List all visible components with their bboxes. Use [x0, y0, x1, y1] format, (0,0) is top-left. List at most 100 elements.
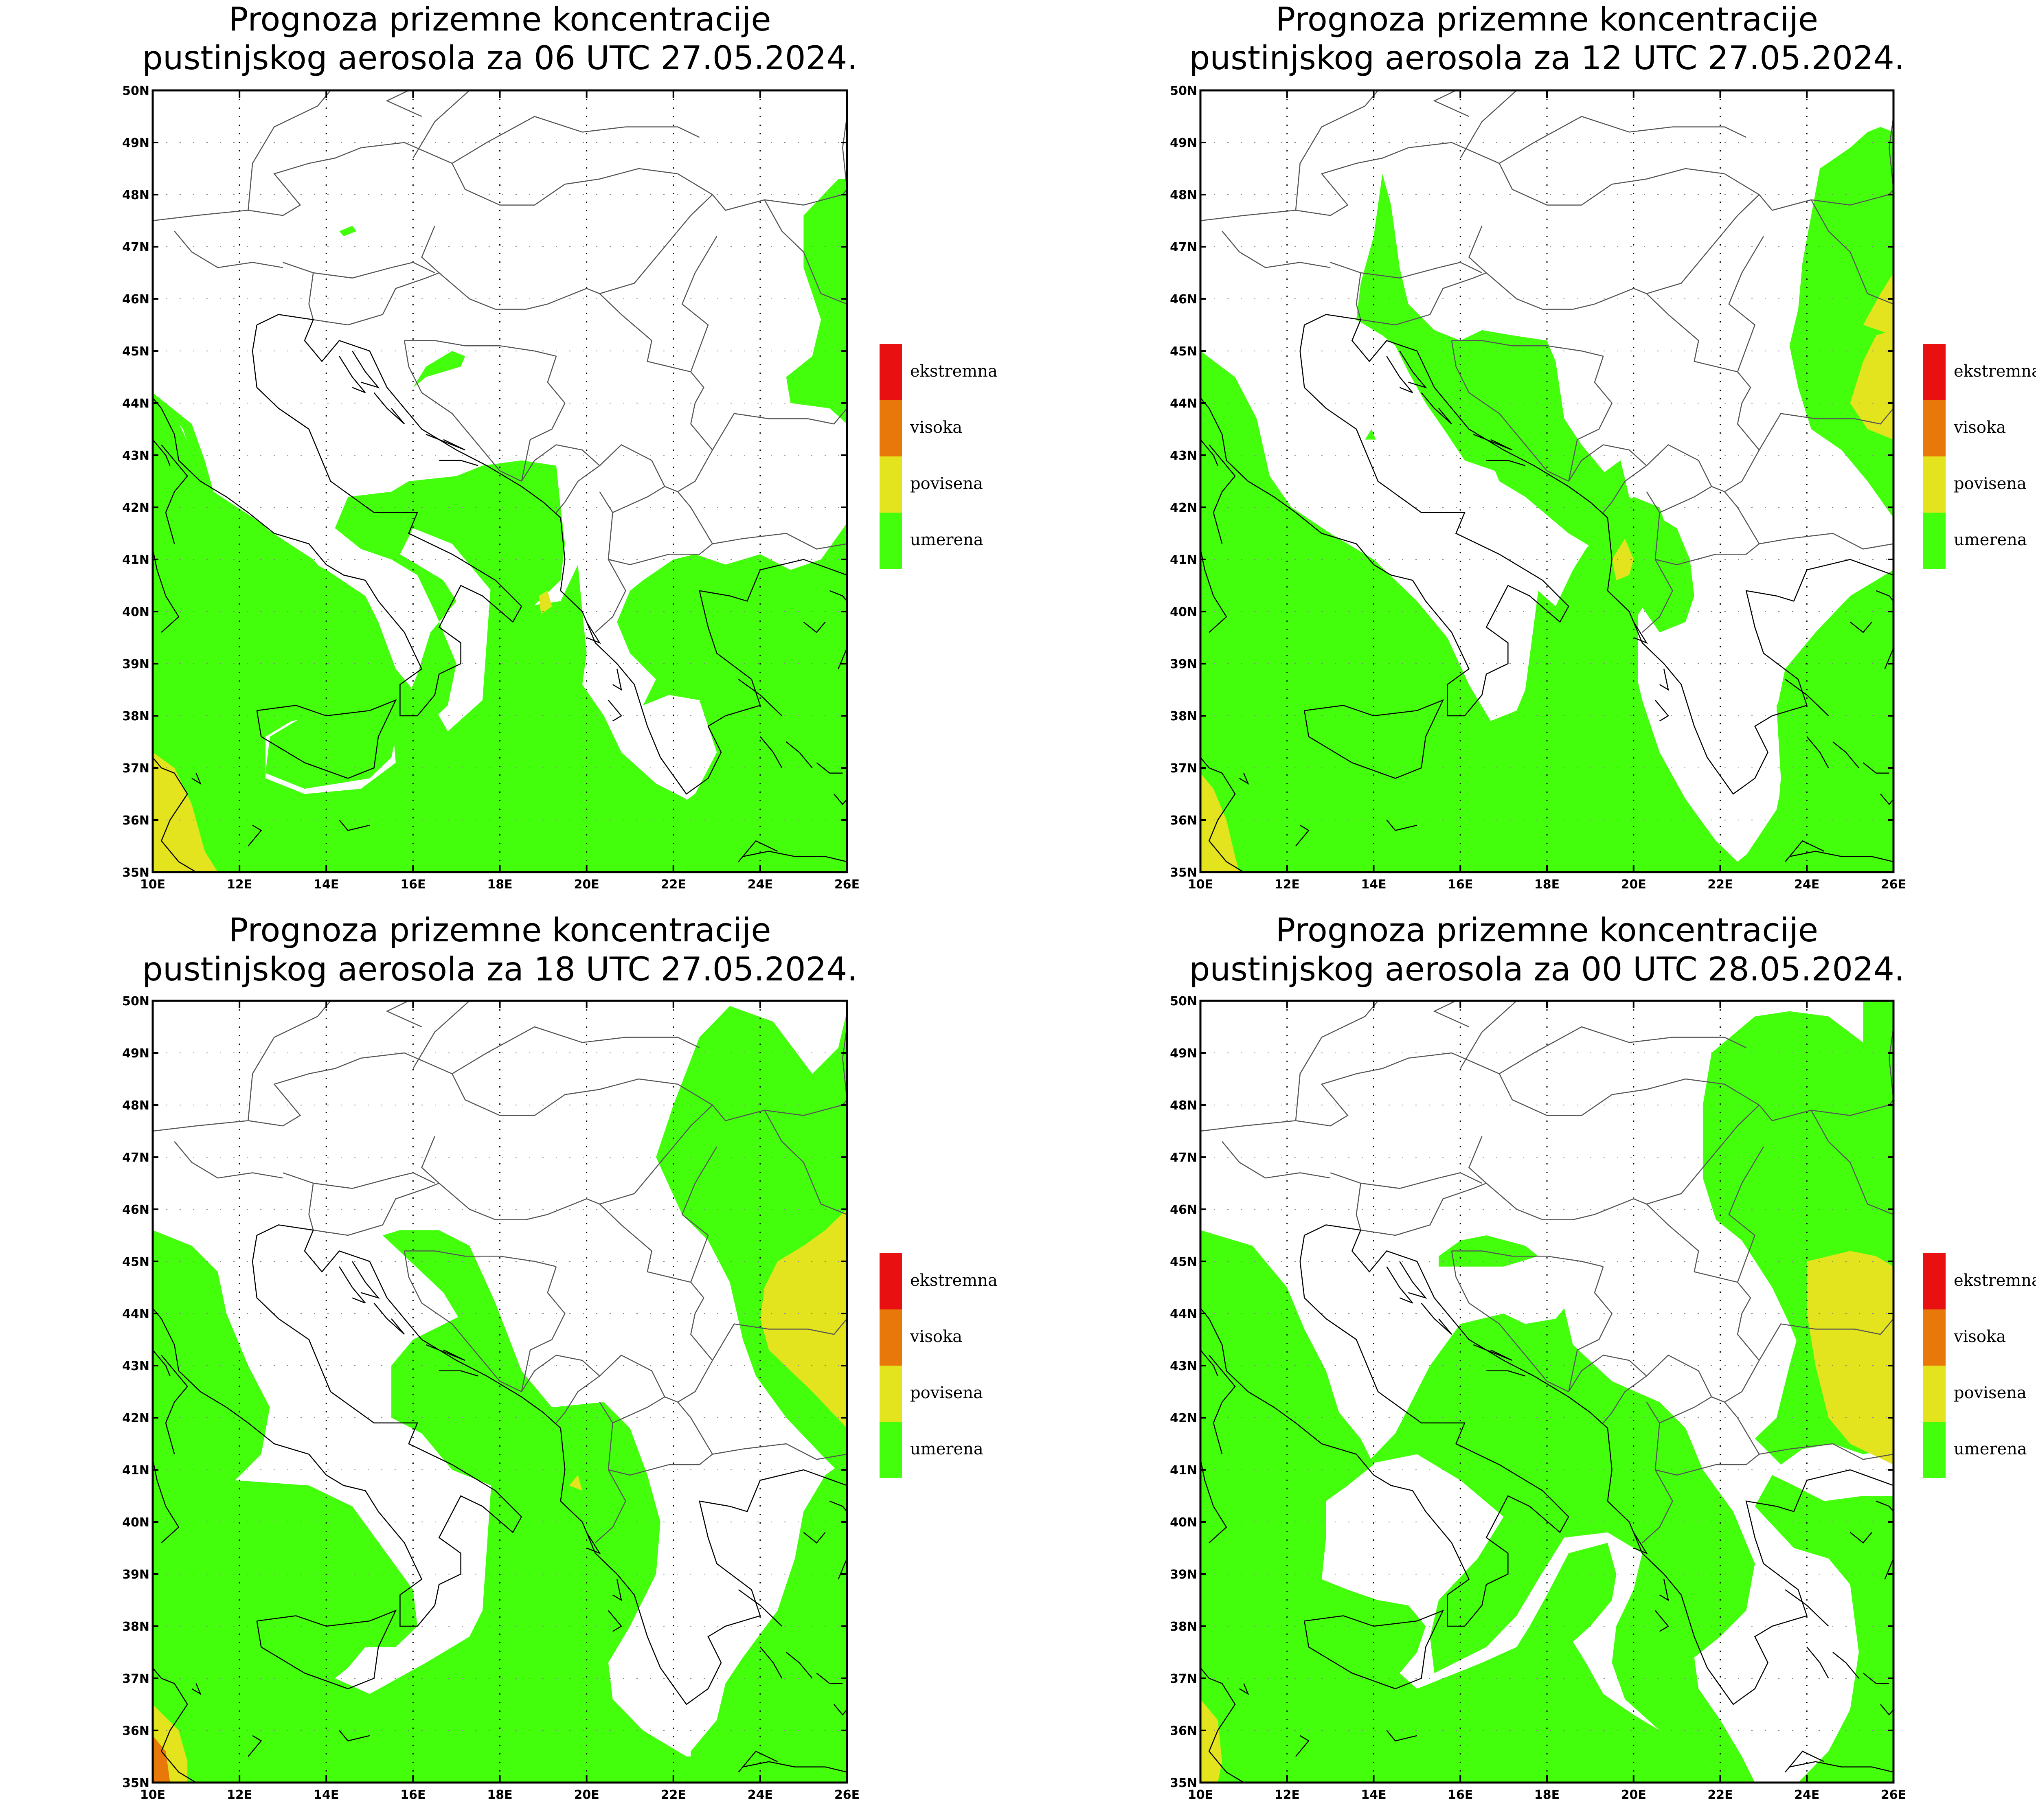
lat-tick-label: 40N: [122, 1515, 149, 1530]
map-title-line2: pustinjskog aerosola za 18 UTC 27.05.202…: [142, 950, 858, 988]
country-border: [452, 116, 700, 164]
legend-swatch-visoka: [1923, 1309, 1946, 1366]
concentration-region-umerena: [617, 523, 847, 872]
island-outline: [1421, 392, 1452, 425]
island-outline: [1386, 1266, 1413, 1304]
lat-tick-label: 45N: [1170, 344, 1197, 359]
lat-tick-label: 39N: [122, 1568, 149, 1582]
coastline: [1304, 1224, 1893, 1705]
country-border: [1460, 1001, 1517, 1069]
island-outline: [1785, 1589, 1829, 1627]
country-border: [1646, 194, 1760, 294]
concentration-region-povisena: [1200, 773, 1240, 872]
legend-swatch-umerena: [1923, 513, 1946, 569]
country-border: [1568, 1266, 1613, 1392]
concentration-region-povisena: [539, 590, 552, 614]
lat-tick-label: 44N: [122, 397, 149, 411]
country-border: [1222, 1141, 1331, 1179]
lat-tick-label: 43N: [122, 1359, 149, 1373]
country-border: [1568, 356, 1613, 482]
country-border: [248, 1001, 331, 1121]
lat-tick-label: 42N: [122, 1411, 149, 1425]
island-outline: [1295, 1735, 1310, 1757]
island-outline: [786, 741, 813, 768]
island-outline: [1239, 1683, 1249, 1695]
island-outline: [339, 356, 366, 393]
lat-tick-label: 43N: [122, 449, 149, 463]
island-outline: [1386, 820, 1417, 831]
coastline: [1785, 840, 1825, 862]
country-border: [1646, 293, 1760, 492]
lon-tick-label: 12E: [227, 1788, 252, 1802]
lat-tick-label: 46N: [122, 292, 149, 307]
island-outline: [803, 1532, 826, 1544]
country-border: [1646, 1204, 1760, 1403]
legend-label-umerena: umerena: [910, 1440, 983, 1458]
country-border: [1499, 116, 1746, 164]
island-outline: [1473, 434, 1513, 451]
island-outline: [829, 590, 847, 602]
country-border: [599, 293, 713, 492]
island-outline: [1880, 1704, 1893, 1716]
concentration-region-umerena: [339, 226, 357, 237]
map-area: [1200, 1001, 1893, 1783]
legend-label-povisena: povisena: [910, 474, 983, 493]
country-border: [1889, 1026, 1893, 1100]
coastline: [738, 1750, 778, 1773]
country-border: [404, 340, 522, 482]
map-legend: ekstremna visoka povisena umerena: [1923, 344, 2036, 569]
lat-tick-label: 40N: [122, 605, 149, 619]
coastline: [153, 325, 522, 717]
legend-swatch-ekstremna: [880, 1253, 902, 1309]
coastline: [1200, 1459, 1227, 1544]
island-outline: [816, 1673, 843, 1684]
country-border: [681, 1146, 717, 1283]
lat-tick-label: 45N: [1170, 1255, 1197, 1269]
country-border: [712, 533, 847, 550]
country-border: [1360, 272, 1487, 326]
country-border: [599, 1105, 713, 1205]
country-border: [521, 1266, 566, 1392]
island-outline: [834, 1704, 847, 1716]
lat-tick-label: 36N: [122, 1724, 149, 1738]
lat-tick-label: 46N: [122, 1203, 149, 1217]
country-border: [386, 90, 422, 117]
country-border: [521, 1355, 601, 1423]
forecast-map-panel: Prognoza prizemne koncentracijepustinjsk…: [1170, 911, 2036, 1802]
legend-label-visoka: visoka: [1953, 1327, 2006, 1346]
island-outline: [1884, 1558, 1893, 1580]
lon-tick-label: 18E: [487, 1788, 512, 1802]
lon-tick-label: 14E: [314, 1788, 339, 1802]
country-border: [1360, 262, 1482, 279]
lat-tick-label: 47N: [1170, 1151, 1197, 1165]
country-border: [283, 262, 314, 320]
island-outline: [1421, 1303, 1452, 1335]
lat-tick-label: 43N: [1170, 449, 1197, 463]
lat-tick-label: 45N: [122, 344, 149, 359]
lat-tick-label: 42N: [1170, 1411, 1197, 1425]
lon-tick-label: 20E: [1621, 877, 1646, 892]
legend-label-ekstremna: ekstremna: [1954, 362, 2036, 381]
concentration-region-povisena: [1612, 538, 1634, 581]
island-outline: [1295, 824, 1310, 846]
country-border: [1451, 340, 1569, 482]
lat-tick-label: 36N: [1170, 814, 1197, 828]
coastline: [153, 1349, 171, 1377]
country-border: [712, 1443, 847, 1460]
coastline: [743, 1761, 847, 1773]
lat-tick-label: 35N: [122, 1776, 149, 1790]
lat-tick-label: 50N: [122, 84, 149, 98]
island-outline: [191, 1683, 202, 1695]
country-border: [283, 1172, 314, 1230]
country-border: [1222, 230, 1331, 268]
country-border: [681, 236, 717, 372]
country-border: [1360, 1172, 1482, 1189]
island-outline: [1785, 679, 1829, 716]
lat-tick-label: 37N: [1170, 761, 1197, 776]
country-border: [1433, 1001, 1470, 1028]
lon-tick-label: 18E: [1534, 877, 1560, 892]
legend-swatch-povisena: [1923, 1366, 1946, 1422]
concentration-region-povisena: [153, 1704, 188, 1783]
coastline: [1200, 549, 1227, 633]
lat-tick-label: 43N: [1170, 1359, 1197, 1373]
